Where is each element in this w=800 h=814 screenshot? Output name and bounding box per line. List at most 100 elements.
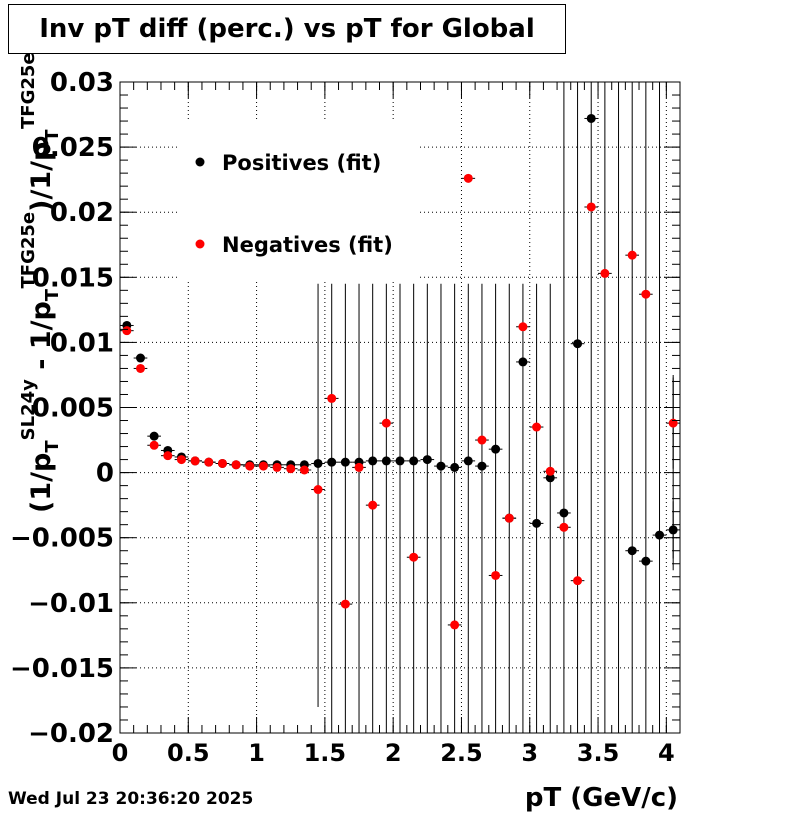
data-point bbox=[204, 457, 214, 467]
data-point bbox=[477, 435, 487, 445]
legend-label-negatives: Negatives (fit) bbox=[222, 233, 393, 257]
legend-background bbox=[180, 122, 420, 280]
data-point bbox=[641, 289, 651, 299]
data-point bbox=[545, 473, 555, 483]
data-point bbox=[545, 466, 555, 476]
data-point bbox=[409, 552, 419, 562]
y-tick-label: 0 bbox=[96, 459, 114, 489]
data-point bbox=[450, 620, 460, 630]
data-point bbox=[491, 570, 501, 580]
x-tick-label: 0.5 bbox=[167, 739, 210, 767]
data-point bbox=[327, 457, 337, 467]
data-point bbox=[354, 462, 364, 472]
y-label-part-3: )/1/p bbox=[26, 142, 57, 212]
y-tick-label: −0.01 bbox=[28, 589, 114, 619]
y-label-sup-1: SL24y bbox=[18, 379, 39, 440]
data-point bbox=[491, 444, 501, 454]
data-point bbox=[559, 508, 569, 518]
data-point bbox=[217, 458, 227, 468]
data-point bbox=[327, 393, 337, 403]
y-tick-label: 0.015 bbox=[32, 263, 114, 293]
y-label-sub-3: T bbox=[42, 129, 63, 142]
data-point bbox=[313, 485, 323, 495]
data-point bbox=[436, 461, 446, 471]
x-tick-label: 2.5 bbox=[440, 739, 483, 767]
x-tick-label: 3.5 bbox=[577, 739, 620, 767]
x-tick-label: 4 bbox=[658, 739, 675, 767]
y-axis-label: (1/pTSL24y - 1/pTTFG25e)/1/pTTFG25e bbox=[18, 52, 63, 513]
data-point bbox=[627, 250, 637, 260]
y-tick-label: 0.005 bbox=[32, 394, 114, 424]
data-point bbox=[135, 363, 145, 373]
data-point bbox=[340, 457, 350, 467]
data-point bbox=[668, 418, 678, 428]
legend-marker-positives bbox=[195, 157, 205, 167]
data-point bbox=[463, 456, 473, 466]
data-point bbox=[532, 422, 542, 432]
footer-date: Wed Jul 23 20:36:20 2025 bbox=[8, 789, 254, 809]
data-point bbox=[299, 465, 309, 475]
series-negatives bbox=[120, 173, 680, 630]
x-tick-label: 2 bbox=[385, 739, 402, 767]
legend-label-positives: Positives (fit) bbox=[222, 151, 381, 175]
data-point bbox=[286, 464, 296, 474]
tick-layer: 0 0.5 1 1.5 2 2.5 3 3.5 4 −0.02 −0.015 −0.01 −0.005 0… bbox=[10, 68, 681, 767]
data-point bbox=[190, 456, 200, 466]
data-point bbox=[176, 455, 186, 465]
data-point bbox=[245, 461, 255, 471]
y-tick-label: −0.02 bbox=[28, 719, 114, 749]
data-point bbox=[463, 173, 473, 183]
data-point bbox=[340, 599, 350, 609]
y-tick-label: −0.015 bbox=[10, 654, 114, 684]
x-tick-label: 1 bbox=[248, 739, 265, 767]
y-label-sub-2: T bbox=[42, 288, 63, 301]
chart-title: Inv pT diff (perc.) vs pT for Global bbox=[8, 4, 566, 54]
y-tick-label: 0.025 bbox=[32, 133, 114, 163]
data-point bbox=[573, 339, 583, 349]
data-point bbox=[559, 522, 569, 532]
data-point bbox=[627, 546, 637, 556]
data-point bbox=[573, 576, 583, 586]
data-point bbox=[409, 456, 419, 466]
data-point bbox=[532, 518, 542, 528]
data-point bbox=[258, 461, 268, 471]
data-point bbox=[381, 418, 391, 428]
data-point bbox=[668, 525, 678, 535]
data-point bbox=[122, 326, 132, 336]
y-tick-label: 0.03 bbox=[50, 68, 114, 98]
y-label-sup-3: TFG25e bbox=[18, 52, 39, 129]
y-tick-label: −0.005 bbox=[10, 524, 114, 554]
data-point bbox=[135, 353, 145, 363]
x-tick-label: 1.5 bbox=[304, 739, 347, 767]
data-point bbox=[381, 456, 391, 466]
data-point bbox=[395, 456, 405, 466]
data-point bbox=[163, 451, 173, 461]
x-tick-label: 0 bbox=[112, 739, 129, 767]
data-point bbox=[368, 456, 378, 466]
data-point bbox=[600, 268, 610, 278]
data-point bbox=[149, 440, 159, 450]
data-point bbox=[477, 461, 487, 471]
svg-text:(1/pTSL24y - 1/pTTFG25e)/1/pTT: (1/pTSL24y - 1/pTTFG25e)/1/pTTFG25e bbox=[18, 52, 63, 513]
data-point bbox=[450, 462, 460, 472]
data-point bbox=[368, 500, 378, 510]
series-layer bbox=[120, 113, 680, 630]
data-point bbox=[313, 458, 323, 468]
data-point bbox=[149, 431, 159, 441]
data-point bbox=[518, 322, 528, 332]
data-point bbox=[586, 113, 596, 123]
x-tick-label: 3 bbox=[521, 739, 538, 767]
data-point bbox=[422, 455, 432, 465]
y-tick-label: 0.01 bbox=[50, 328, 114, 358]
data-point bbox=[586, 202, 596, 212]
legend: Positives (fit) Negatives (fit) bbox=[180, 122, 420, 280]
data-point bbox=[641, 556, 651, 566]
y-label-part-1: (1/p bbox=[26, 453, 57, 513]
data-point bbox=[272, 462, 282, 472]
data-point bbox=[518, 357, 528, 367]
y-label-sup-2: TFG25e bbox=[18, 212, 39, 289]
y-label-sub-1: T bbox=[42, 440, 63, 453]
data-point bbox=[655, 530, 665, 540]
data-point bbox=[504, 513, 514, 523]
